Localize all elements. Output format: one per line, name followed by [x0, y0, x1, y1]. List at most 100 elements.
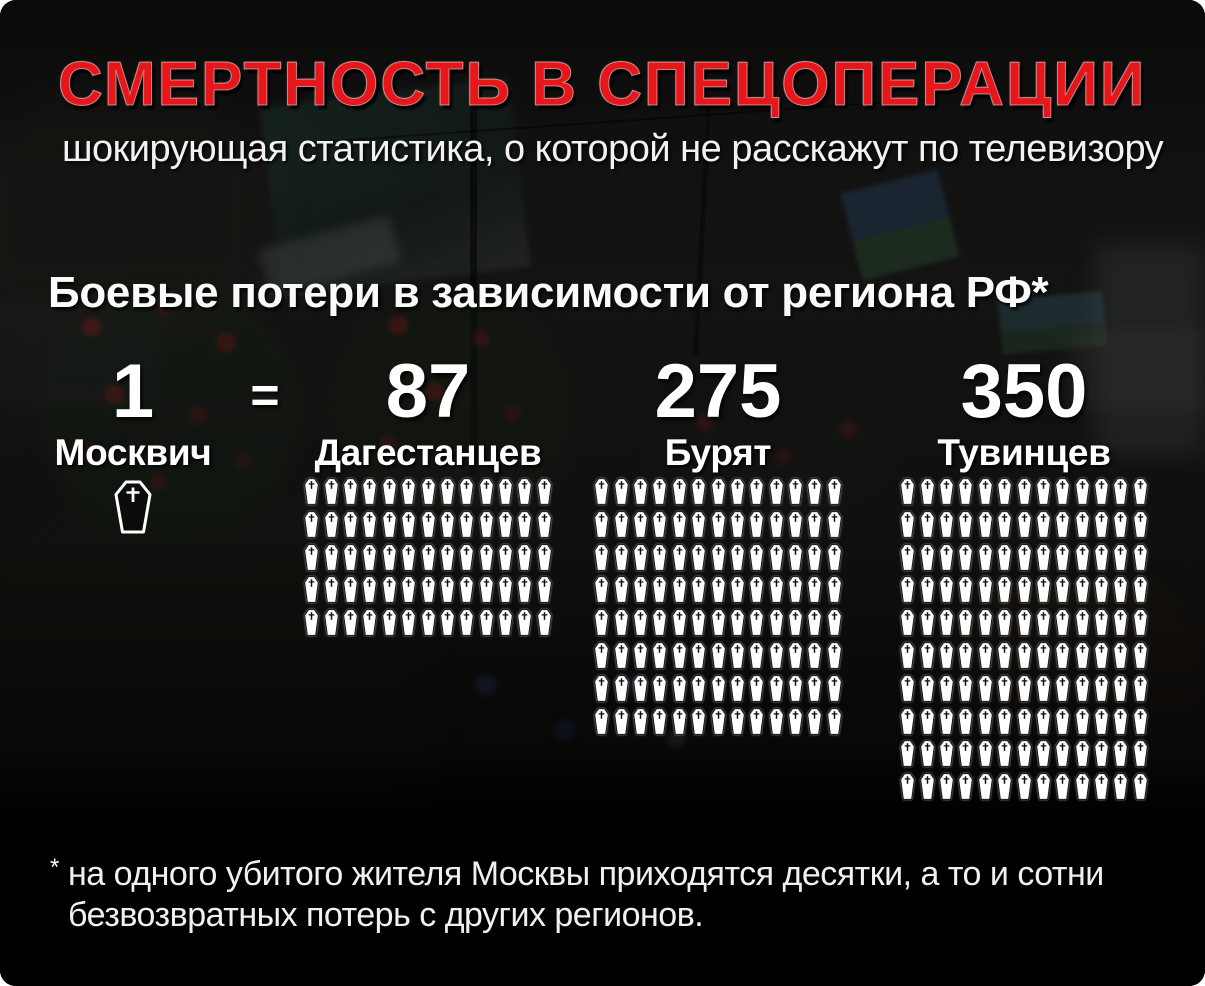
coffin-icon	[978, 478, 993, 505]
coffin-icon	[1094, 707, 1109, 735]
coffin-icon	[1036, 609, 1051, 636]
coffin-icon	[919, 707, 935, 735]
coffin-icon	[517, 478, 533, 505]
coffin-icon	[1036, 707, 1051, 735]
coffin-icon	[594, 707, 609, 735]
coffin-icon	[594, 478, 609, 505]
coffin-icon	[919, 642, 935, 669]
coffin-icon	[1094, 609, 1109, 636]
coffin-icon	[343, 576, 358, 604]
coffin-icon	[710, 642, 726, 669]
value-buryat: 275	[654, 349, 782, 434]
coffin-icon	[939, 642, 954, 669]
coffin-icon	[691, 576, 706, 604]
coffin-icon	[768, 642, 784, 669]
coffin-icon	[900, 675, 915, 702]
coffin-icon	[382, 543, 397, 571]
coffin-icon	[1113, 773, 1129, 800]
coffin-icon	[459, 576, 475, 604]
coffin-icon	[652, 511, 668, 538]
coffin-icon	[1074, 675, 1090, 702]
coffin-icon	[900, 478, 915, 505]
coffin-icon	[652, 543, 668, 571]
coffin-icon	[1055, 773, 1071, 800]
coffin-icon	[1133, 543, 1148, 571]
coffin-icon	[1055, 543, 1071, 571]
coffin-icon	[978, 609, 993, 636]
label-moskvich: Москвич	[54, 432, 212, 473]
coffin-icon	[919, 675, 935, 702]
coffin-icon	[978, 675, 993, 702]
coffin-icon	[768, 478, 784, 505]
coffin-icon	[730, 543, 745, 571]
footer-band	[0, 820, 1205, 986]
coffin-icon	[1036, 773, 1051, 800]
coffin-icon	[958, 576, 974, 604]
coffin-icon	[939, 609, 954, 636]
coffin-icon	[459, 478, 475, 505]
coffin-icon	[420, 576, 436, 604]
coffin-icon	[939, 576, 954, 604]
coffin-icon	[613, 609, 629, 636]
coffin-icon	[420, 478, 436, 505]
coffin-icon	[613, 675, 629, 702]
coffin-icon	[827, 642, 842, 669]
coffin-icon	[749, 543, 765, 571]
coffin-icon	[730, 642, 745, 669]
coffin-icon	[323, 609, 339, 636]
coffin-icon	[362, 511, 378, 538]
coffin-icon	[323, 478, 339, 505]
coffin-icon	[1133, 642, 1148, 669]
coffin-icon	[788, 675, 803, 702]
coffin-icon	[382, 609, 397, 636]
coffin-icon	[710, 707, 726, 735]
coffin-icon	[498, 543, 513, 571]
coffin-icon	[768, 675, 784, 702]
coffin-icon	[1094, 478, 1109, 505]
coffin-icon	[478, 478, 494, 505]
coffin-icon	[939, 773, 954, 800]
coffin-icon	[1036, 543, 1051, 571]
coffin-icon	[710, 609, 726, 636]
coffin-icon	[304, 478, 319, 505]
coffin-icon	[594, 609, 609, 636]
value-tuva: 350	[960, 349, 1088, 434]
coffin-icon	[978, 740, 993, 768]
coffin-icon	[827, 511, 842, 538]
coffin-icon	[1016, 675, 1032, 702]
coffin-icon	[978, 707, 993, 735]
coffin-icon	[1094, 511, 1109, 538]
coffin-icon	[958, 642, 974, 669]
coffin-icon	[788, 511, 803, 538]
coffin-icon	[900, 511, 915, 538]
coffin-icon	[978, 543, 993, 571]
coffin-icon	[788, 543, 803, 571]
coffin-icon	[401, 478, 416, 505]
coffin-icon	[440, 576, 455, 604]
coffin-icon	[633, 511, 648, 538]
coffin-icon	[807, 478, 823, 505]
coffin-icon	[827, 576, 842, 604]
coffin-icon	[827, 707, 842, 735]
coffin-icon	[1016, 511, 1032, 538]
coffin-icon	[478, 511, 494, 538]
coffin-icon	[1055, 707, 1071, 735]
coffin-icon	[730, 576, 745, 604]
coffin-icon	[710, 675, 726, 702]
coffin-icon	[537, 478, 552, 505]
coffin-icon	[1055, 609, 1071, 636]
coffin-icon	[900, 740, 915, 768]
coffin-icon	[440, 609, 455, 636]
coffin-icon	[919, 609, 935, 636]
coffin-icon	[498, 511, 513, 538]
coffin-icon	[710, 576, 726, 604]
coffin-icon	[939, 478, 954, 505]
coffin-icon	[958, 740, 974, 768]
coffin-icon	[807, 642, 823, 669]
coffin-icon	[807, 609, 823, 636]
coffin-icon	[672, 707, 687, 735]
coffin-icon	[459, 609, 475, 636]
coffin-icon	[1055, 642, 1071, 669]
coffin-icon	[997, 543, 1012, 571]
